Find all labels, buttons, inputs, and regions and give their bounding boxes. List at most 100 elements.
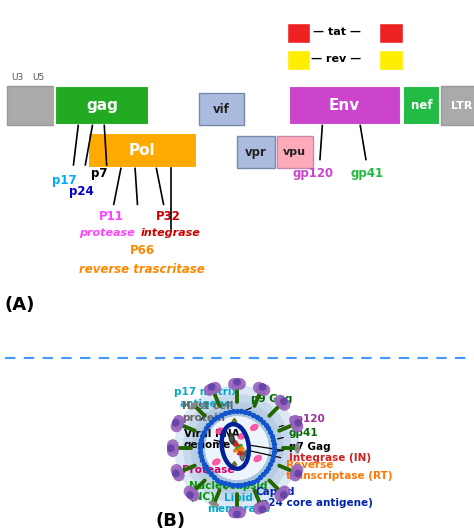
Circle shape [173, 419, 179, 426]
Circle shape [235, 379, 245, 389]
Circle shape [281, 398, 287, 405]
Circle shape [281, 492, 287, 498]
Circle shape [171, 465, 182, 475]
Circle shape [235, 507, 245, 518]
FancyBboxPatch shape [403, 86, 440, 125]
Circle shape [206, 417, 268, 479]
Text: Env: Env [329, 98, 360, 113]
Circle shape [290, 470, 301, 481]
Circle shape [259, 385, 270, 395]
FancyBboxPatch shape [199, 93, 244, 125]
Text: Pol: Pol [129, 143, 155, 158]
Polygon shape [234, 441, 239, 446]
FancyBboxPatch shape [287, 23, 310, 43]
FancyBboxPatch shape [7, 86, 55, 125]
Circle shape [254, 382, 264, 393]
Text: (A): (A) [5, 296, 35, 314]
FancyBboxPatch shape [441, 86, 474, 125]
Circle shape [279, 486, 290, 496]
Text: gag: gag [86, 98, 118, 113]
Circle shape [168, 443, 178, 453]
Polygon shape [232, 440, 237, 446]
Text: Viral RNA
genome: Viral RNA genome [183, 429, 239, 450]
Text: Protease: Protease [182, 465, 234, 475]
Text: vif: vif [213, 103, 230, 116]
Text: p7: p7 [91, 167, 108, 179]
Circle shape [259, 506, 265, 512]
Circle shape [232, 507, 242, 518]
Ellipse shape [240, 451, 245, 461]
Circle shape [256, 384, 267, 394]
Circle shape [229, 379, 239, 389]
Text: gp41: gp41 [278, 427, 319, 439]
Circle shape [191, 402, 283, 494]
Circle shape [279, 400, 290, 410]
Circle shape [186, 489, 197, 499]
Text: Lipid
membrane: Lipid membrane [207, 486, 270, 514]
Ellipse shape [216, 428, 223, 434]
Circle shape [173, 468, 183, 478]
Ellipse shape [295, 443, 299, 453]
Text: protease: protease [79, 228, 135, 237]
Ellipse shape [238, 433, 246, 439]
Text: (B): (B) [156, 512, 186, 529]
Ellipse shape [239, 447, 244, 451]
Ellipse shape [236, 444, 242, 450]
Circle shape [189, 491, 199, 501]
Text: gp120: gp120 [279, 414, 326, 427]
FancyBboxPatch shape [88, 133, 197, 168]
Circle shape [259, 501, 270, 511]
Circle shape [277, 398, 288, 408]
Circle shape [295, 419, 301, 426]
Text: p7 Gag: p7 Gag [276, 442, 330, 452]
Circle shape [184, 486, 195, 496]
Circle shape [275, 396, 285, 406]
Text: Capsid
(p24 core antigene): Capsid (p24 core antigene) [250, 483, 373, 508]
FancyBboxPatch shape [289, 86, 401, 125]
FancyBboxPatch shape [379, 50, 403, 70]
FancyBboxPatch shape [55, 86, 149, 125]
Circle shape [232, 379, 242, 389]
Circle shape [277, 489, 288, 499]
Circle shape [197, 408, 277, 488]
Ellipse shape [191, 402, 198, 409]
FancyBboxPatch shape [379, 23, 403, 43]
Text: — tat —: — tat — [312, 27, 361, 37]
Text: gp120: gp120 [292, 167, 333, 179]
FancyBboxPatch shape [287, 50, 310, 70]
Polygon shape [237, 449, 243, 455]
Circle shape [292, 465, 303, 475]
Text: P11: P11 [99, 210, 124, 222]
Circle shape [295, 470, 301, 477]
Ellipse shape [213, 459, 220, 465]
Text: p17: p17 [52, 174, 76, 187]
Circle shape [187, 492, 193, 498]
Text: U5: U5 [32, 73, 44, 82]
Text: p9 Gag: p9 Gag [245, 394, 292, 411]
Text: — rev —: — rev — [311, 54, 362, 64]
Circle shape [173, 470, 184, 481]
Circle shape [209, 384, 215, 390]
Text: LTR: LTR [451, 101, 473, 111]
Ellipse shape [234, 449, 237, 452]
Text: reverse trascritase: reverse trascritase [79, 263, 205, 277]
Circle shape [168, 445, 174, 451]
Polygon shape [232, 461, 237, 468]
Text: Integrase (IN): Integrase (IN) [249, 445, 371, 463]
Text: P32: P32 [156, 210, 181, 222]
Text: Host cell
protein: Host cell protein [182, 401, 233, 423]
Circle shape [259, 384, 265, 390]
Circle shape [275, 491, 285, 501]
Circle shape [173, 416, 184, 426]
Text: p17 matrix
antigene: p17 matrix antigene [174, 387, 238, 414]
Circle shape [254, 503, 264, 514]
Ellipse shape [254, 456, 261, 461]
Polygon shape [232, 418, 237, 424]
Circle shape [204, 385, 215, 395]
Text: integrase: integrase [141, 228, 201, 237]
Circle shape [234, 511, 240, 518]
Text: vpr: vpr [245, 146, 267, 159]
Text: p24: p24 [69, 185, 94, 198]
Circle shape [290, 416, 301, 426]
Circle shape [168, 446, 178, 456]
